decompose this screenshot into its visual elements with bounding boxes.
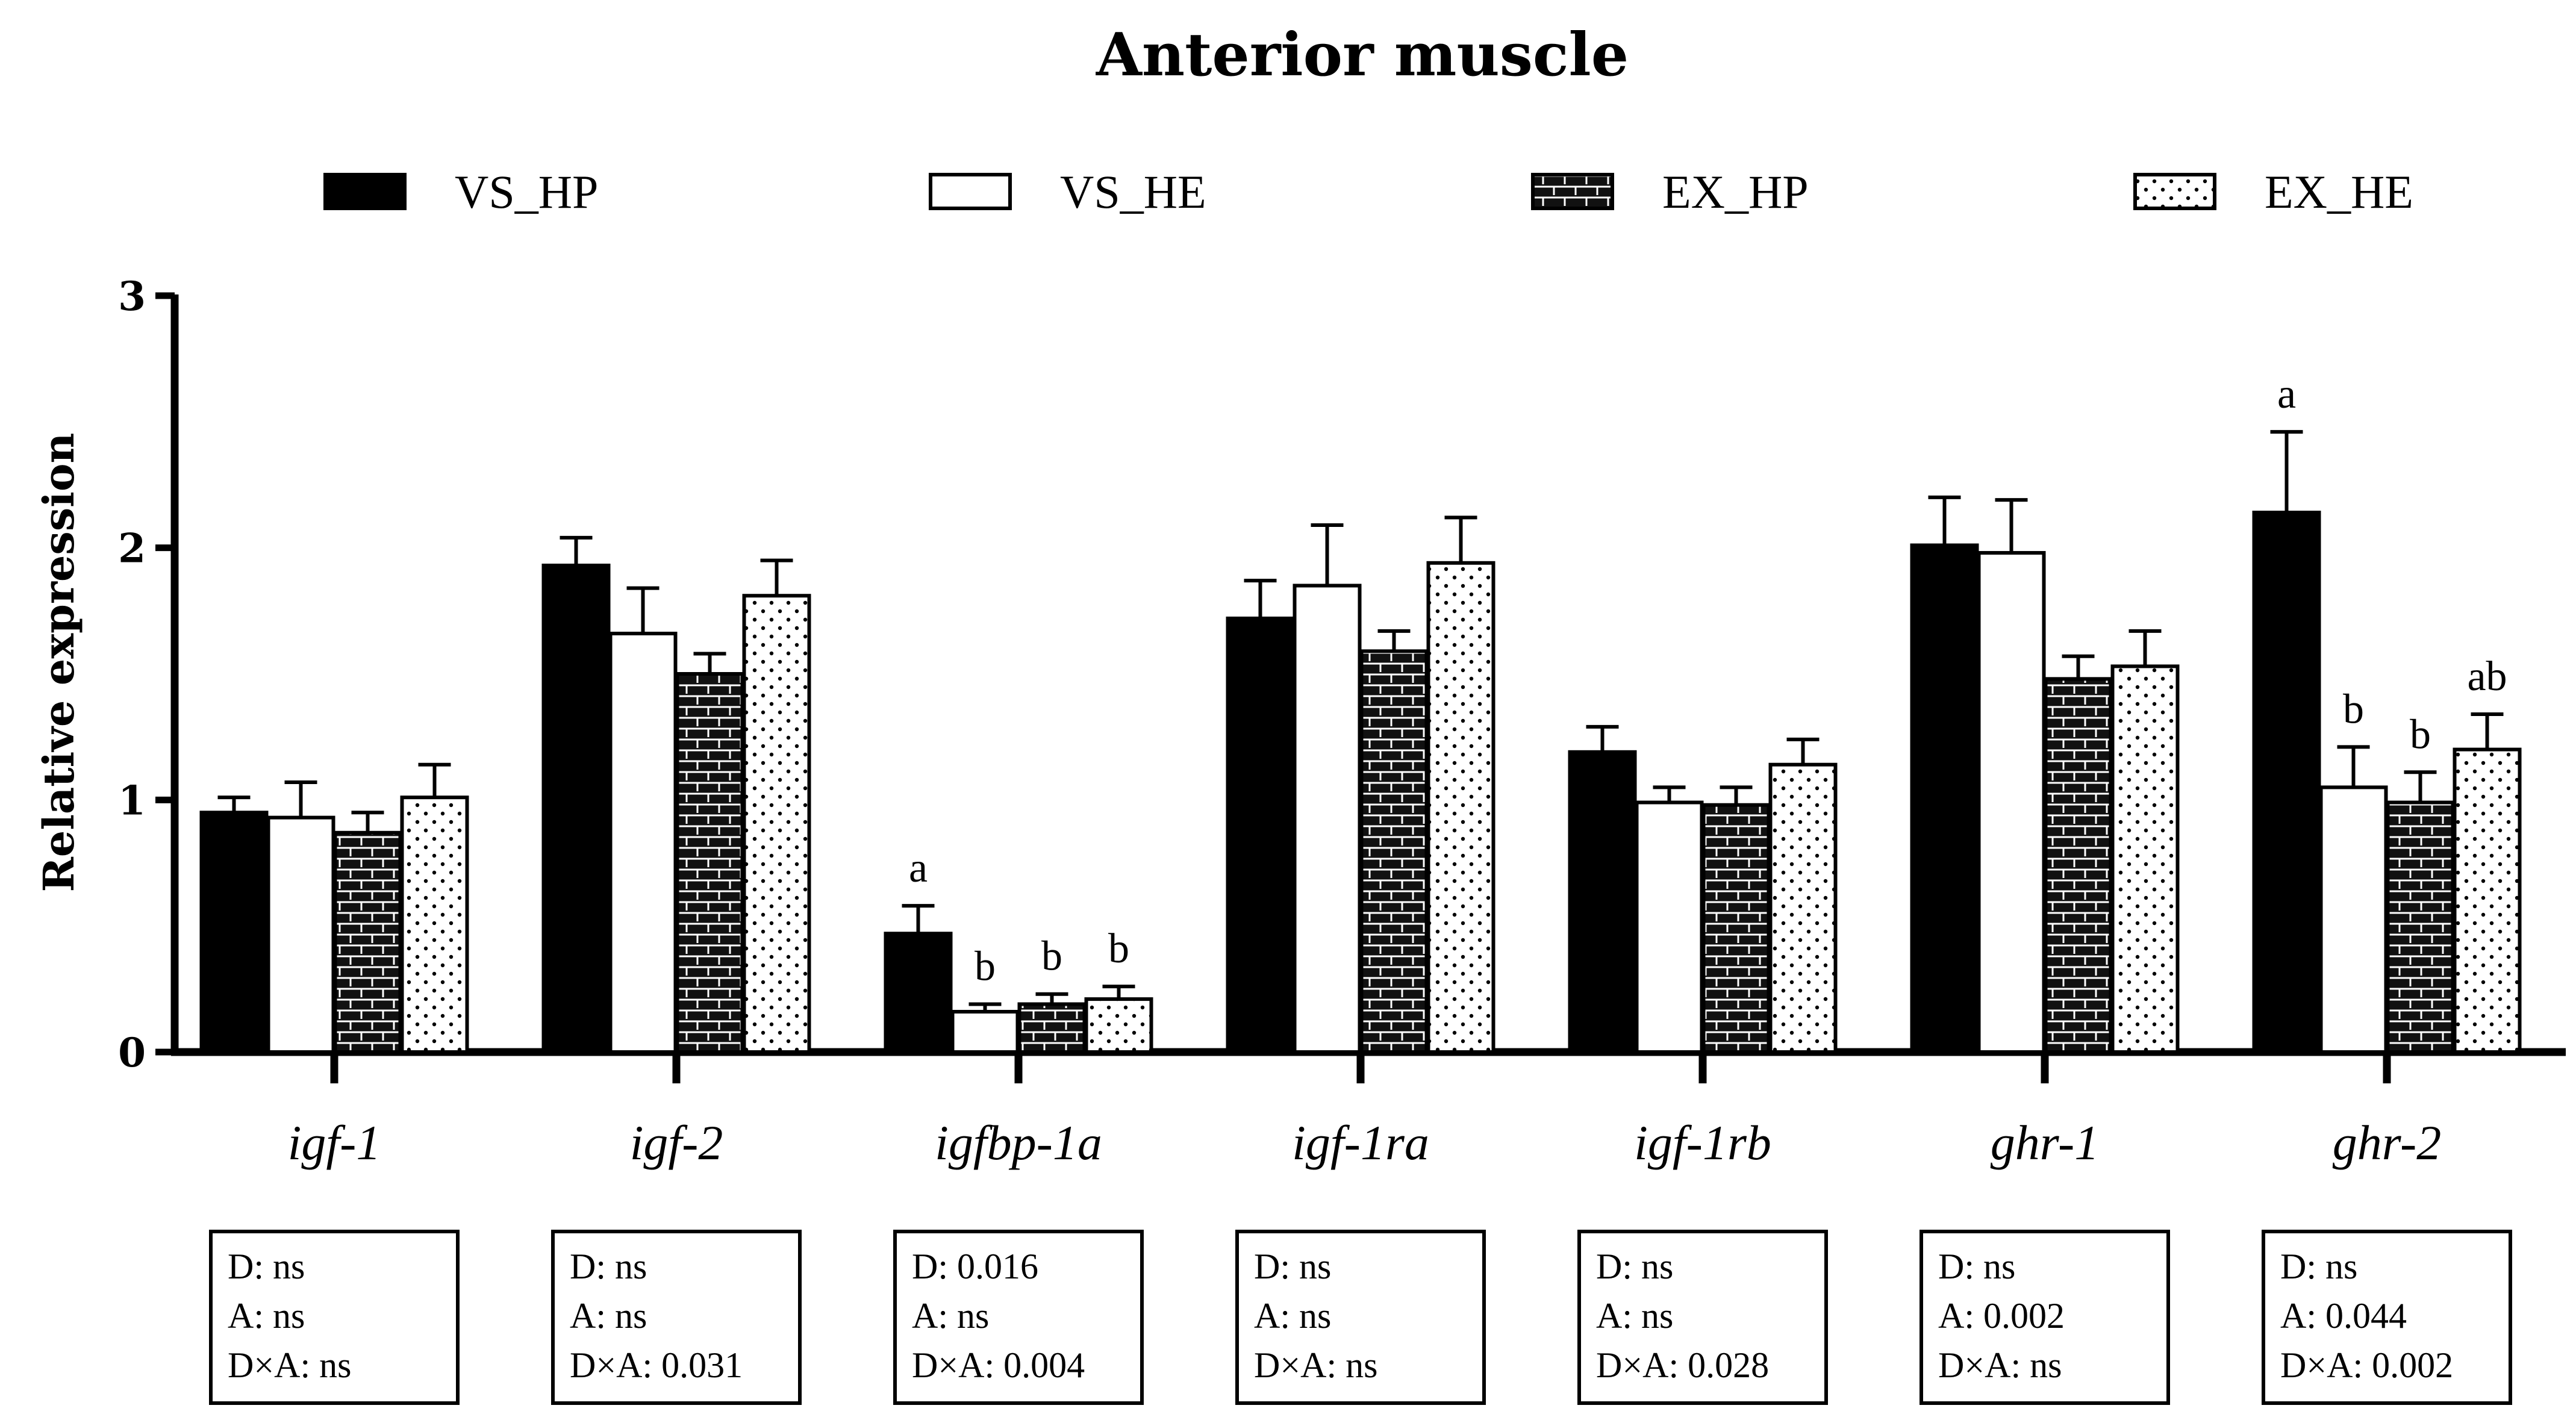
stats-line: D: ns xyxy=(570,1247,647,1286)
bar xyxy=(2110,664,2180,1054)
stats-box xyxy=(1920,1230,2170,1405)
bar xyxy=(2453,747,2522,1054)
bar xyxy=(1977,551,2046,1054)
bar xyxy=(2252,511,2321,1054)
stats-line: D: ns xyxy=(1254,1247,1331,1286)
legend-label: VS_HP xyxy=(455,166,598,218)
significance-letter: b xyxy=(975,943,996,989)
y-tick-label: 2 xyxy=(118,525,146,572)
x-tick-label: igf-1 xyxy=(288,1115,381,1170)
x-tick-label: igf-1ra xyxy=(1292,1115,1429,1170)
bar xyxy=(333,830,402,1054)
stats-line: A: ns xyxy=(1254,1296,1331,1336)
bar xyxy=(1017,1002,1087,1054)
bar xyxy=(1226,616,1295,1054)
chart-title: Anterior muscle xyxy=(1096,20,1629,90)
y-tick-label: 0 xyxy=(118,1029,146,1076)
x-tick-label: igf-2 xyxy=(630,1115,723,1170)
bar xyxy=(1635,800,1704,1054)
stats-line: A: 0.044 xyxy=(2280,1296,2407,1336)
stats-line: A: ns xyxy=(570,1296,647,1336)
bar xyxy=(2044,677,2113,1054)
legend-label: EX_HE xyxy=(2265,166,2413,218)
stats-box xyxy=(2262,1230,2512,1405)
stats-line: D: ns xyxy=(2280,1247,2357,1286)
bar xyxy=(400,796,469,1054)
stats-line: A: ns xyxy=(1596,1296,1673,1336)
y-tick-label: 3 xyxy=(118,273,146,320)
significance-letter: b xyxy=(2410,711,2431,758)
bar xyxy=(199,811,269,1054)
significance-letter: b xyxy=(1041,933,1062,980)
y-tick-label: 1 xyxy=(118,777,146,824)
bar xyxy=(2319,785,2388,1054)
bar xyxy=(675,672,744,1054)
bar xyxy=(1768,762,1838,1054)
stats-line: D×A: ns xyxy=(1938,1345,2062,1385)
significance-letter: b xyxy=(1108,926,1129,972)
stats-line: D×A: ns xyxy=(228,1345,352,1385)
bar xyxy=(1426,561,1495,1054)
bar xyxy=(742,594,811,1054)
bar xyxy=(950,1010,1020,1054)
stats-line: D: ns xyxy=(228,1247,305,1286)
bar xyxy=(541,563,611,1054)
bar xyxy=(884,932,953,1054)
bar xyxy=(608,632,678,1054)
stats-line: D: 0.016 xyxy=(912,1247,1038,1286)
legend-swatch xyxy=(2133,173,2216,210)
stats-box xyxy=(209,1230,460,1405)
stats-box xyxy=(551,1230,802,1405)
x-tick-label: igfbp-1a xyxy=(935,1115,1102,1170)
bar xyxy=(1084,997,1153,1054)
bar xyxy=(1293,584,1362,1054)
stats-line: D×A: 0.004 xyxy=(912,1345,1085,1385)
stats-box xyxy=(893,1230,1144,1405)
stats-line: D×A: 0.031 xyxy=(570,1345,743,1385)
stats-line: D×A: 0.002 xyxy=(2280,1345,2453,1385)
legend: VS_HP VS_HE EX_HP EX_HE xyxy=(323,166,2413,218)
significance-letter: a xyxy=(909,845,928,891)
legend-label: EX_HP xyxy=(1662,166,1809,218)
bar xyxy=(1701,803,1771,1054)
stats-line: A: ns xyxy=(228,1296,305,1336)
bar xyxy=(1568,750,1637,1054)
stats-line: D×A: ns xyxy=(1254,1345,1378,1385)
legend-label: VS_HE xyxy=(1060,166,1206,218)
significance-letter: ab xyxy=(2467,653,2507,700)
legend-swatch xyxy=(929,173,1012,210)
bar xyxy=(1359,649,1429,1054)
significance-letter: a xyxy=(2277,371,2296,417)
stats-line: D×A: 0.028 xyxy=(1596,1345,1769,1385)
x-tick-label: ghr-2 xyxy=(2333,1115,2442,1170)
legend-swatch xyxy=(1531,173,1614,210)
stats-boxes: D: ns A: ns D×A: ns D: ns A: ns D×A: 0.031 D: … xyxy=(209,1230,2512,1405)
bar xyxy=(2386,800,2455,1054)
stats-line: D: ns xyxy=(1938,1247,2015,1286)
stats-line: A: 0.002 xyxy=(1938,1296,2065,1336)
x-tick-label: ghr-1 xyxy=(1991,1115,2100,1170)
stats-box xyxy=(1235,1230,1486,1405)
stats-line: A: ns xyxy=(912,1296,989,1336)
bar xyxy=(1910,543,1979,1054)
stats-box xyxy=(1577,1230,1828,1405)
y-axis-label: Relative expression xyxy=(34,433,84,892)
x-tick-label: igf-1rb xyxy=(1634,1115,1771,1170)
bars-layer xyxy=(199,430,2522,1054)
stats-line: D: ns xyxy=(1596,1247,1673,1286)
significance-letter: b xyxy=(2343,686,2364,732)
legend-swatch xyxy=(323,173,407,210)
bar xyxy=(266,815,335,1054)
